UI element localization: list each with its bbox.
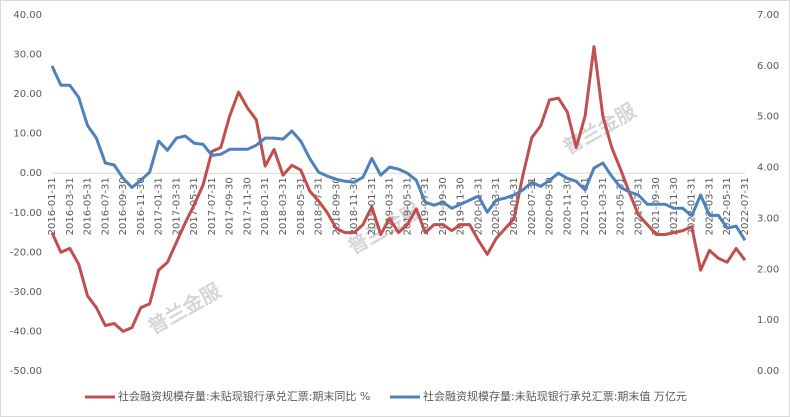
x-tick-label: 2019-11-30 xyxy=(456,177,467,235)
x-tick-label: 2022-03-31 xyxy=(704,177,715,235)
y-tick-label: -30.00 xyxy=(10,287,42,298)
x-tick-label: 2016-03-31 xyxy=(65,177,76,235)
y-tick-label: 30.00 xyxy=(13,50,42,61)
x-tick-label: 2018-01-31 xyxy=(260,177,271,235)
y-tick-label: 10.00 xyxy=(13,129,42,140)
x-tick-label: 2021-09-30 xyxy=(651,177,662,235)
y2-tick-label: 5.00 xyxy=(757,112,779,123)
x-tick-label: 2022-05-31 xyxy=(722,177,733,235)
x-tick-label: 2016-01-31 xyxy=(47,177,58,235)
y-tick-label: 0.00 xyxy=(20,168,42,179)
x-tick-label: 2021-07-31 xyxy=(633,177,644,235)
x-tick-label: 2017-11-30 xyxy=(242,177,253,235)
x-tick-label: 2016-09-30 xyxy=(118,177,129,235)
y-tick-label: 20.00 xyxy=(13,89,42,100)
x-tick-label: 2022-07-31 xyxy=(740,177,751,235)
x-tick-label: 2020-07-31 xyxy=(527,177,538,235)
x-tick-label: 2018-09-30 xyxy=(331,177,342,235)
x-tick-label: 2019-05-31 xyxy=(402,177,413,235)
x-tick-label: 2019-03-31 xyxy=(385,177,396,235)
x-tick-label: 2022-01-31 xyxy=(687,177,698,235)
y-tick-label: 40.00 xyxy=(13,10,42,21)
x-tick-label: 2021-05-31 xyxy=(616,177,627,235)
y2-tick-label: 6.00 xyxy=(757,61,779,72)
x-tick-label: 2020-05-31 xyxy=(509,177,520,235)
x-tick-label: 2019-09-30 xyxy=(438,177,449,235)
x-tick-label: 2018-05-31 xyxy=(296,177,307,235)
y2-tick-label: 4.00 xyxy=(757,163,779,174)
y2-tick-label: 7.00 xyxy=(757,10,779,21)
legend-label: 社会融资规模存量:未贴现银行承兑汇票:期末值 万亿元 xyxy=(423,389,687,403)
x-tick-label: 2017-09-30 xyxy=(225,177,236,235)
y-tick-label: -10.00 xyxy=(10,208,42,219)
x-tick-label: 2018-03-31 xyxy=(278,177,289,235)
y-tick-label: -20.00 xyxy=(10,247,42,258)
x-tick-label: 2019-07-31 xyxy=(420,177,431,235)
x-tick-label: 2017-07-31 xyxy=(207,177,218,235)
x-tick-label: 2018-11-30 xyxy=(349,177,360,235)
x-tick-label: 2021-03-31 xyxy=(598,177,609,235)
x-tick-label: 2020-01-31 xyxy=(473,177,484,235)
x-tick-label: 2016-07-31 xyxy=(100,177,111,235)
x-tick-label: 2016-05-31 xyxy=(83,177,94,235)
x-tick-label: 2016-11-30 xyxy=(136,177,147,235)
legend-label: 社会融资规模存量:未贴现银行承兑汇票:期末同比 % xyxy=(118,389,370,403)
y2-tick-label: 1.00 xyxy=(757,315,779,326)
x-tick-label: 2020-11-30 xyxy=(562,177,573,235)
y-tick-label: -50.00 xyxy=(10,366,42,377)
x-tick-label: 2021-01-31 xyxy=(580,177,591,235)
x-tick-label: 2017-03-31 xyxy=(171,177,182,235)
x-tick-label: 2017-01-31 xyxy=(154,177,165,235)
y2-tick-label: 2.00 xyxy=(757,264,779,275)
x-tick-label: 2020-03-31 xyxy=(491,177,502,235)
x-tick-label: 2018-07-31 xyxy=(314,177,325,235)
line-series xyxy=(50,65,747,242)
x-tick-label: 2021-11-30 xyxy=(669,177,680,235)
y2-tick-label: 0.00 xyxy=(757,366,779,377)
x-tick-label: 2020-09-30 xyxy=(545,177,556,235)
y2-tick-label: 3.00 xyxy=(757,213,779,224)
y-tick-label: -40.00 xyxy=(10,326,42,337)
